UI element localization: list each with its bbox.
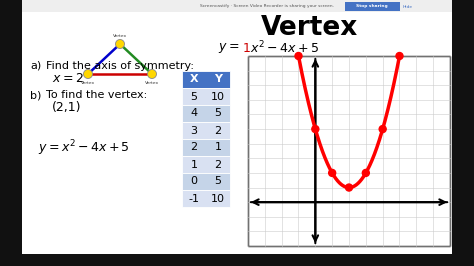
Bar	[345, 2, 400, 11]
Text: Vertex: Vertex	[145, 81, 159, 85]
Bar	[182, 139, 230, 156]
Text: a): a)	[30, 61, 41, 71]
Bar	[182, 105, 230, 122]
Bar	[182, 156, 230, 173]
Text: 1: 1	[215, 143, 221, 152]
Text: 5: 5	[215, 109, 221, 118]
Text: $x^2 - 4x + 5$: $x^2 - 4x + 5$	[250, 40, 319, 56]
Text: -1: -1	[189, 193, 200, 203]
Circle shape	[379, 126, 386, 132]
Text: 2: 2	[214, 160, 221, 169]
Circle shape	[328, 169, 336, 176]
Text: X: X	[190, 74, 198, 85]
Text: 3: 3	[191, 126, 198, 135]
Circle shape	[312, 126, 319, 132]
Circle shape	[116, 39, 125, 48]
Text: Hide: Hide	[403, 5, 413, 9]
Text: 2: 2	[191, 143, 198, 152]
Circle shape	[362, 169, 369, 176]
Bar	[22, 0, 452, 12]
Bar	[182, 71, 230, 88]
Text: Screencastify · Screen Video Recorder is sharing your screen.: Screencastify · Screen Video Recorder is…	[200, 4, 334, 8]
Text: 10: 10	[211, 92, 225, 102]
Text: 5: 5	[191, 92, 198, 102]
Circle shape	[396, 52, 403, 60]
Circle shape	[346, 184, 353, 191]
Text: Vertex: Vertex	[81, 81, 95, 85]
Text: $y = x^2 - 4x + 5$: $y = x^2 - 4x + 5$	[38, 138, 130, 158]
Text: 2: 2	[214, 126, 221, 135]
Text: Stop sharing: Stop sharing	[356, 5, 388, 9]
Text: To find the vertex:: To find the vertex:	[46, 90, 147, 100]
Bar	[248, 56, 450, 246]
Circle shape	[147, 69, 156, 78]
Text: 10: 10	[211, 193, 225, 203]
Bar	[182, 88, 230, 105]
Text: Find the axis of symmetry:: Find the axis of symmetry:	[46, 61, 194, 71]
Text: 1: 1	[191, 160, 198, 169]
Text: 5: 5	[215, 177, 221, 186]
Text: 0: 0	[191, 177, 198, 186]
Text: $1$: $1$	[242, 41, 251, 55]
Text: $x = 2$: $x = 2$	[52, 73, 84, 85]
Text: 4: 4	[191, 109, 198, 118]
Text: $y = $: $y = $	[218, 41, 239, 55]
Circle shape	[83, 69, 92, 78]
Text: (2,1): (2,1)	[52, 102, 82, 114]
Text: b): b)	[30, 90, 41, 100]
Circle shape	[295, 52, 302, 60]
Bar	[182, 190, 230, 207]
Text: Vertex: Vertex	[261, 15, 359, 41]
Text: Y: Y	[214, 74, 222, 85]
Text: Vertex: Vertex	[113, 34, 127, 38]
Bar	[182, 122, 230, 139]
Bar	[182, 173, 230, 190]
